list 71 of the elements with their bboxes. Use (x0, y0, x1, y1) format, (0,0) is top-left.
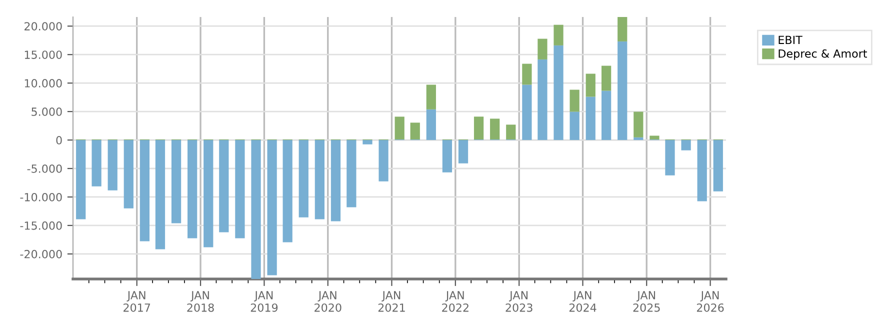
bar (76, 140, 86, 220)
bar (362, 140, 372, 144)
bar (586, 74, 596, 97)
bar (346, 140, 356, 208)
bar (522, 84, 532, 140)
bar (554, 24, 564, 46)
bar (426, 84, 436, 110)
y-tick-label: 10.000 (24, 79, 62, 88)
y-tick-label: 5.000 (32, 108, 62, 116)
bar (602, 66, 612, 91)
x-tick-label: JAN 2024 (569, 291, 596, 312)
bar (155, 140, 166, 250)
bar (665, 140, 675, 176)
bar (554, 45, 564, 140)
bar (204, 140, 214, 248)
bar (538, 38, 548, 60)
x-tick-label: JAN 2019 (250, 291, 278, 312)
bar (124, 140, 134, 208)
bar (171, 140, 182, 224)
bar (330, 140, 341, 222)
bar (140, 140, 150, 242)
y-tick-label: -20.000 (20, 250, 62, 258)
bar (697, 140, 707, 202)
bar (298, 140, 308, 218)
bar (602, 90, 612, 140)
bar (267, 140, 277, 276)
bar (713, 140, 723, 192)
x-tick-label: JAN 2018 (187, 291, 214, 312)
x-tick-label: JAN 2017 (124, 291, 150, 312)
bar (394, 116, 404, 140)
x-tick-label: JAN 2021 (378, 291, 405, 312)
bar (474, 116, 484, 140)
bar (410, 122, 420, 140)
y-tick-label: -5.000 (27, 164, 62, 173)
bar (650, 136, 660, 140)
bar (442, 140, 452, 172)
x-tick-label: JAN 2022 (442, 291, 468, 312)
bar (570, 112, 580, 140)
bar (570, 90, 580, 112)
bar (251, 140, 261, 279)
bar (681, 140, 691, 150)
bar (92, 140, 102, 186)
bar (538, 59, 548, 140)
y-tick-label: 20.000 (24, 22, 62, 30)
bar (188, 140, 198, 238)
y-tick-label: 15.000 (24, 50, 62, 59)
y-tick-label: 0 (56, 136, 62, 144)
y-tick-label: -15.000 (20, 221, 62, 230)
y-tick-label: -10.000 (20, 192, 62, 202)
x-tick-label: JAN 2025 (633, 291, 660, 312)
bar (634, 112, 644, 138)
x-tick-label: JAN 2020 (314, 291, 342, 312)
legend-label: EBIT (778, 36, 802, 44)
bar (586, 96, 596, 140)
bar (458, 140, 468, 164)
bar (108, 140, 118, 190)
x-tick-label: JAN 2026 (696, 291, 724, 312)
bar (426, 109, 436, 140)
bar (490, 118, 500, 140)
bar (618, 17, 628, 42)
bar (506, 124, 516, 140)
bar (634, 137, 644, 140)
bar (219, 140, 229, 232)
bar (235, 140, 245, 238)
bar (522, 64, 532, 85)
bar (378, 140, 388, 182)
bar (314, 140, 324, 220)
bar (618, 41, 628, 140)
x-tick-label: JAN 2023 (506, 291, 532, 312)
bar (282, 140, 292, 242)
legend-label: Deprec & Amort (778, 49, 867, 60)
